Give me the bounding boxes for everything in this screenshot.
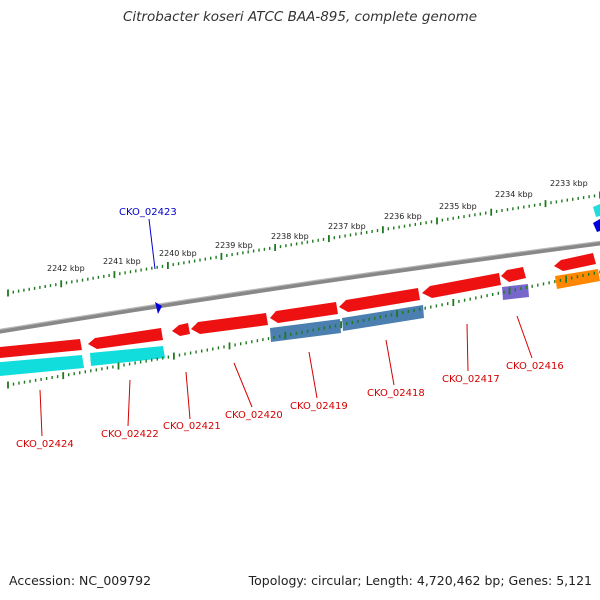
kbp-label: 2238 kbp: [271, 232, 309, 241]
leader-line: [466, 323, 469, 372]
gene-label-cko-02416[interactable]: CKO_02416: [506, 361, 564, 372]
genome-axis-highlight: [0, 240, 600, 330]
gene-cko-02421[interactable]: [172, 323, 190, 336]
gene-cko-02424[interactable]: [0, 339, 82, 359]
leader-line: [185, 371, 191, 420]
kbp-label: 2239 kbp: [215, 241, 253, 250]
leader-line: [233, 362, 253, 408]
kbp-label: 2235 kbp: [439, 202, 477, 211]
gene-red-edge[interactable]: [554, 253, 596, 271]
kbp-label: 2236 kbp: [384, 212, 422, 221]
leader-line: [516, 315, 533, 359]
gene-row-lower: [0, 269, 600, 377]
accession-label: Accession: NC_009792: [9, 573, 152, 588]
gene-cko-02418[interactable]: [339, 288, 420, 312]
gene-label-cko-02418[interactable]: CKO_02418: [367, 388, 425, 399]
gene-label-cko-02422[interactable]: CKO_02422: [101, 429, 159, 440]
gene-label-cko-02421[interactable]: CKO_02421: [163, 421, 221, 432]
outer-tick-ring: [7, 191, 600, 297]
gene-cyan-2[interactable]: [90, 346, 165, 366]
gene-label-cko-02419[interactable]: CKO_02419: [290, 401, 348, 412]
gene-label-cko-02424[interactable]: CKO_02424: [16, 439, 74, 450]
gene-label-cko-02423[interactable]: CKO_02423: [119, 207, 177, 218]
genome-axis: [0, 241, 600, 334]
gene-orange[interactable]: [555, 269, 600, 289]
kbp-label: 2240 kbp: [159, 249, 197, 258]
leader-line: [127, 379, 131, 427]
kbp-label: 2234 kbp: [495, 190, 533, 199]
gene-cko-02419[interactable]: [270, 302, 338, 323]
gene-cko-02416[interactable]: [501, 267, 526, 282]
gene-purple[interactable]: [502, 284, 529, 300]
gene-steel-1[interactable]: [270, 319, 341, 342]
kbp-label: 2242 kbp: [47, 264, 85, 273]
genome-title: Citrobacter koseri ATCC BAA-895, complet…: [122, 9, 478, 25]
gene-edge-cyan[interactable]: [593, 204, 600, 217]
gene-cyan-1[interactable]: [0, 355, 84, 377]
gene-edge-blue[interactable]: [593, 219, 600, 232]
leader-line: [385, 339, 395, 386]
gene-row-red: [0, 253, 596, 359]
leader-line: [39, 389, 43, 437]
gene-steel-2[interactable]: [342, 305, 424, 331]
kbp-label: 2233 kbp: [550, 179, 588, 188]
gene-cko-02423[interactable]: [155, 302, 162, 314]
inner-tick-ring: [7, 270, 600, 389]
gene-label-cko-02420[interactable]: CKO_02420: [225, 410, 283, 421]
genome-stats: Topology: circular; Length: 4,720,462 bp…: [248, 573, 592, 588]
kbp-label: 2241 kbp: [103, 257, 141, 266]
leader-line: [148, 218, 156, 270]
leader-line: [308, 351, 318, 399]
gene-label-cko-02417[interactable]: CKO_02417: [442, 374, 500, 385]
gene-cko-02422[interactable]: [88, 328, 163, 349]
kbp-label: 2237 kbp: [328, 222, 366, 231]
gene-cko-02417[interactable]: [422, 273, 501, 298]
gene-cko-02420[interactable]: [191, 313, 268, 334]
